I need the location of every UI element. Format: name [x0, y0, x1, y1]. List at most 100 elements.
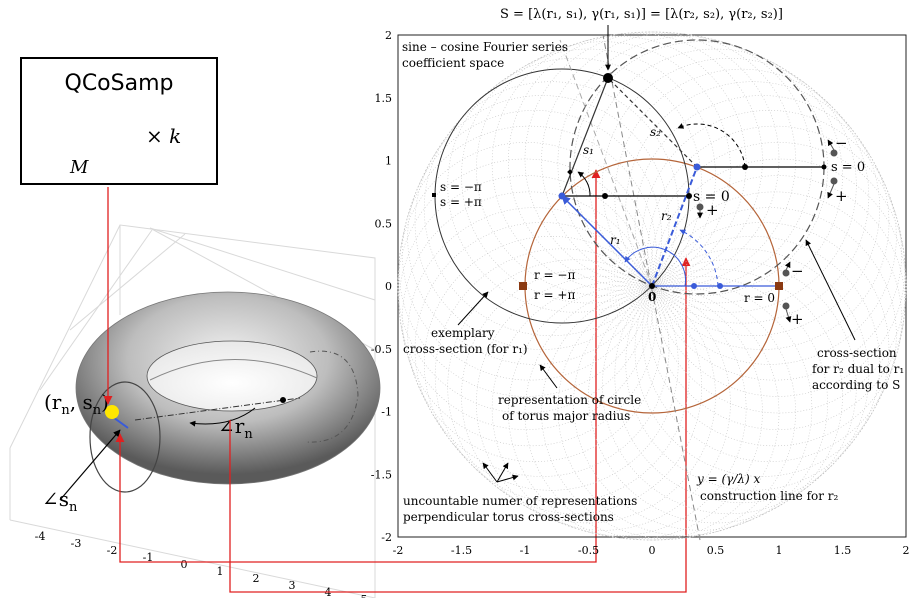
tick-label: -1: [143, 551, 154, 564]
tick-label: 1.5: [375, 92, 393, 105]
tick-label: 2: [385, 29, 392, 42]
torus: [59, 291, 381, 501]
family-circle: [650, 142, 906, 397]
qcosamp-title: QCoSamp: [64, 71, 174, 96]
family-circle: [423, 236, 679, 491]
s-zero-outer: s = 0: [831, 160, 865, 175]
circle-label-2: of torus major radius: [502, 409, 630, 423]
family-circle: [524, 31, 780, 287]
family-circle: [642, 207, 897, 462]
tick-label: -2: [393, 544, 404, 557]
family-circle: [407, 110, 662, 365]
minus-outer-mid: −: [791, 262, 804, 280]
tick-label: 0.5: [707, 544, 725, 557]
tick-label: -1: [381, 406, 392, 419]
minus-outer-top: −: [835, 134, 848, 152]
family-circle: [402, 191, 657, 447]
family-circle: [625, 236, 881, 491]
s-neg-pi-label: s = −π: [440, 180, 482, 194]
r-zero-marker: [775, 282, 783, 290]
family-circle: [476, 41, 731, 296]
tick-label: -1.5: [451, 544, 472, 557]
tick-label: -0.5: [371, 343, 392, 356]
family-circle: [573, 41, 828, 296]
family-circle: [634, 222, 890, 477]
exemplary-label-1: exemplary: [431, 326, 495, 340]
tick-label: -2: [381, 531, 392, 544]
circle-label-1: representation of circle: [498, 393, 641, 407]
torus-axis-ticks: -4-3-2-1012345: [35, 530, 368, 598]
r2-label: r₂: [661, 209, 672, 223]
tick-label: 0: [649, 544, 656, 557]
s-zero-inner: s = 0: [693, 189, 730, 205]
top-formula: S = [λ(r₁, s₁), γ(r₁, s₁)] = [λ(r₂, s₂),…: [500, 7, 783, 22]
dual-label-2: for r₂ dual to r₁: [812, 362, 904, 376]
r1-label: r₁: [610, 233, 621, 247]
family-circle: [647, 191, 902, 447]
family-circle: [407, 207, 662, 462]
family-circle: [434, 248, 690, 504]
family-circle: [402, 125, 657, 381]
tick-label: 1.5: [834, 544, 852, 557]
dual-label-1: cross-section: [817, 346, 897, 360]
qcosamp-box: QCoSamp M × k: [20, 57, 218, 185]
tick-label: -1.5: [371, 468, 392, 481]
space-label-1: sine – cosine Fourier series: [402, 40, 568, 54]
family-circle: [573, 276, 828, 531]
tick-label: -1: [520, 544, 531, 557]
plus-outer-top: +: [835, 187, 848, 205]
family-circle: [634, 95, 890, 350]
exemplary-label-2: cross-section (for r₁): [403, 342, 528, 356]
construction-line: [602, 34, 701, 541]
family-circle: [614, 248, 870, 504]
dual-label-3: according to S: [812, 378, 900, 392]
times-k-label: × k: [146, 124, 182, 148]
family-circle: [650, 175, 906, 430]
torus-labels: (rn, sn) ∠rn ∠sn: [42, 390, 253, 515]
s1-label: s₁: [583, 143, 594, 157]
tick-label: -2: [107, 544, 118, 557]
tick-label: -4: [35, 530, 46, 543]
point-rn-sn-label: (rn, sn): [44, 390, 109, 418]
tick-label: -3: [71, 537, 82, 550]
family-circle: [588, 48, 843, 304]
construction-label: construction line for r₂: [700, 489, 839, 503]
r-pos-pi-label: r = +π: [534, 288, 575, 302]
angle-sn-label: ∠sn: [42, 487, 78, 515]
tick-label: 1: [217, 565, 224, 578]
tick-label: -0.5: [578, 544, 599, 557]
angle-rn-label: ∠rn: [218, 414, 253, 442]
family-circle: [524, 285, 780, 541]
family-circle: [647, 125, 902, 381]
plus-inner: +: [706, 201, 719, 219]
family-circle: [476, 276, 731, 531]
family-circle: [491, 36, 747, 291]
uncountable-label-1: uncountable numer of representations: [403, 494, 637, 508]
space-label-2: coefficient space: [402, 56, 504, 70]
family-circle: [588, 268, 843, 524]
family-circle: [541, 32, 796, 288]
plus-outer-mid: +: [791, 310, 804, 328]
tick-label: 0: [385, 280, 392, 293]
family-circle: [414, 95, 670, 350]
s2-label: s₂: [650, 125, 661, 139]
construction-equation: y = (γ/λ) x: [696, 472, 760, 486]
family-circle: [651, 158, 907, 414]
family-circle: [602, 259, 857, 515]
origin-label: 0: [648, 290, 656, 304]
family-circle: [508, 32, 763, 288]
tick-label: 1: [776, 544, 783, 557]
s-pos-pi-label: s = +π: [440, 195, 482, 209]
family-circle: [541, 284, 796, 540]
tick-label: 3: [289, 579, 296, 592]
y-axis-ticks: 2 1.5 1 0.5 0 -0.5 -1 -1.5 -2: [371, 29, 392, 544]
tick-label: 5: [361, 593, 368, 598]
r-pi-marker: [519, 282, 527, 290]
family-circle: [557, 36, 813, 291]
tick-label: 2: [253, 572, 260, 585]
r-neg-pi-label: r = −π: [534, 268, 575, 282]
family-circle: [447, 259, 702, 515]
tick-label: 1: [385, 155, 392, 168]
plot-area: -2 -1.5 -1 -0.5 0 0.5 1 1.5 2 2 1.5 1 0.5 0 -0.5 -1 -1.…: [371, 25, 910, 557]
family-circle: [398, 142, 654, 397]
